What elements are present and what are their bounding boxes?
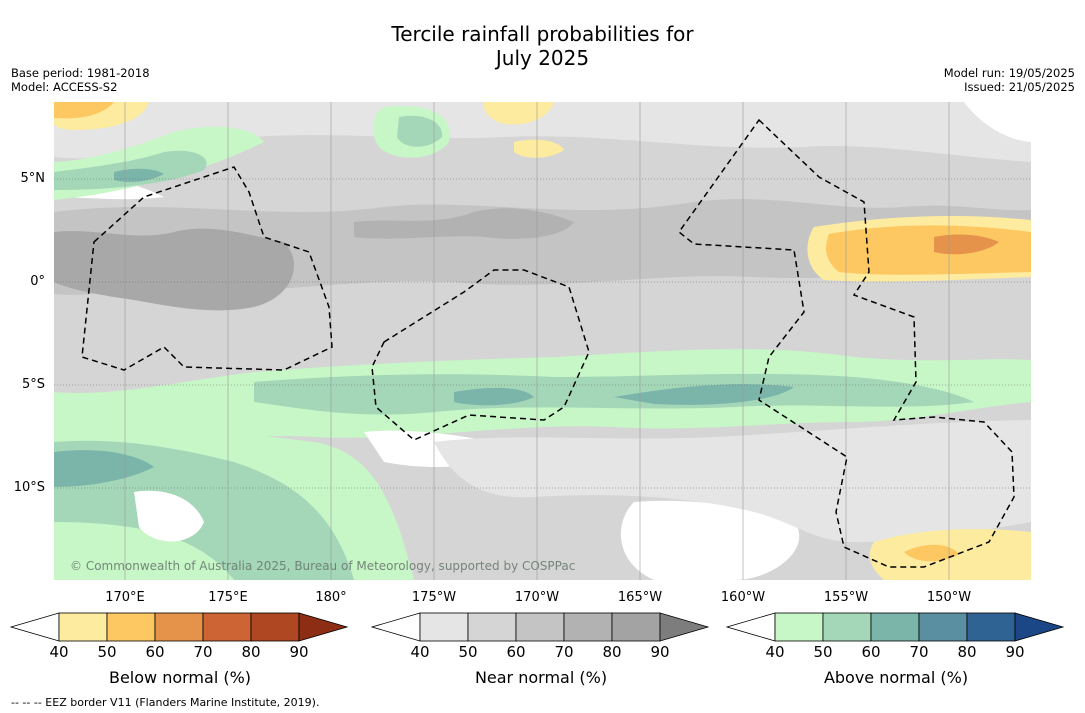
lon-label: 175°W	[411, 590, 457, 605]
colorbar-near-segment	[611, 612, 661, 642]
colorbar-above-segment	[774, 612, 824, 642]
eez-border-east	[677, 118, 1015, 568]
lat-label-0: 0°	[30, 274, 45, 289]
title-line-1: Tercile rainfall probabilities for	[391, 22, 694, 46]
below-normal-50-north	[514, 139, 564, 158]
below-normal-60-nw	[54, 102, 114, 119]
lat-label-5n: 5°N	[20, 171, 46, 186]
above-normal-70-nw	[114, 168, 164, 182]
cb-tick: 50	[813, 643, 833, 661]
white-patch	[620, 500, 800, 580]
run-info: Model run: 19/05/2025 Issued: 21/05/2025	[944, 66, 1075, 94]
colorbar-below-segment	[154, 612, 204, 642]
below-normal-60-se	[904, 544, 959, 562]
cb-tick: 50	[458, 643, 478, 661]
colorbar-near-segment	[419, 612, 469, 642]
cb-tick: 60	[506, 643, 526, 661]
cb-tick: 90	[289, 643, 309, 661]
above-normal-70-patch	[614, 384, 794, 405]
lon-label: 175°E	[208, 590, 248, 605]
colorbar-below-segment	[250, 612, 300, 642]
cb-tick: 40	[410, 643, 430, 661]
issued-date: Issued: 21/05/2025	[964, 80, 1075, 94]
above-normal-label: Above normal (%)	[823, 668, 969, 687]
cb-tick: 80	[241, 643, 261, 661]
colorbar-above-segment	[870, 612, 920, 642]
colorbar-near-segment	[563, 612, 613, 642]
cb-tick: 70	[554, 643, 574, 661]
lon-label: 180°	[315, 590, 347, 605]
cb-tick: 40	[765, 643, 785, 661]
lon-label: 170°E	[105, 590, 145, 605]
white-patch	[134, 490, 204, 542]
lon-label: 150°W	[926, 590, 972, 605]
eez-border-west	[81, 166, 333, 371]
gridlines	[54, 178, 1031, 489]
lat-label-10s: 10°S	[13, 480, 45, 495]
cb-tick: 70	[193, 643, 213, 661]
colorbar-above-arrow-left	[726, 612, 776, 642]
below-normal-label: Below normal (%)	[108, 668, 252, 687]
lat-label-5s: 5°S	[21, 377, 45, 392]
eez-legend-note: -- -- -- EEZ border V11 (Flanders Marine…	[11, 696, 320, 709]
below-normal-70-east	[934, 234, 999, 255]
title-line-2: July 2025	[495, 46, 590, 70]
colorbar-near-segment	[467, 612, 517, 642]
eez-borders	[81, 118, 1015, 568]
below-normal-60-east	[826, 225, 1031, 275]
colorbar-near-segment	[515, 612, 565, 642]
eez-border-central	[371, 269, 590, 441]
near-normal-70-patch	[354, 208, 574, 239]
copyright-notice: © Commonwealth of Australia 2025, Bureau…	[70, 559, 576, 573]
colorbar-above-segment	[918, 612, 968, 642]
lon-label: 160°W	[720, 590, 766, 605]
colorbar-above-normal	[726, 612, 1065, 642]
near-normal-40-north	[54, 102, 1031, 162]
map-title: Tercile rainfall probabilities for July …	[0, 22, 1085, 70]
model-run-date: Model run: 19/05/2025	[943, 66, 1075, 80]
colorbar-below-arrow-right	[298, 612, 349, 642]
base-period: Base period: 1981-2018	[11, 66, 150, 80]
lon-label: 155°W	[823, 590, 869, 605]
colorbar-near-arrow-left	[371, 612, 421, 642]
cb-tick: 50	[97, 643, 117, 661]
cb-tick: 80	[957, 643, 977, 661]
colorbar-near-normal	[371, 612, 710, 642]
colorbar-below-arrow-left	[10, 612, 60, 642]
colorbar-below-segment	[106, 612, 156, 642]
colorbar-above-arrow-right	[1014, 612, 1065, 642]
colorbar-near-arrow-right	[659, 612, 710, 642]
above-normal-60-north	[397, 115, 443, 147]
colorbar-above-segment	[966, 612, 1016, 642]
cb-tick: 60	[145, 643, 165, 661]
near-normal-south	[434, 420, 1031, 542]
near-normal-label: Near normal (%)	[474, 668, 608, 687]
cb-tick: 70	[909, 643, 929, 661]
below-normal-50-north	[483, 102, 554, 125]
colorbar-below-normal	[10, 612, 349, 642]
cb-tick: 60	[861, 643, 881, 661]
cb-tick: 40	[49, 643, 69, 661]
cb-tick: 90	[650, 643, 670, 661]
cb-tick: 80	[602, 643, 622, 661]
near-normal-60-band	[54, 199, 1031, 295]
colorbar-below-segment	[202, 612, 252, 642]
meridians	[124, 102, 950, 580]
model-name: Model: ACCESS-S2	[11, 80, 118, 94]
cb-tick: 90	[1005, 643, 1025, 661]
model-info: Base period: 1981-2018 Model: ACCESS-S2	[11, 66, 150, 94]
white-patch	[964, 102, 1031, 142]
colorbar-above-segment	[822, 612, 872, 642]
lon-label: 170°W	[514, 590, 560, 605]
above-normal-70-patch	[454, 387, 534, 406]
probability-map	[54, 102, 1031, 580]
colorbar-below-segment	[58, 612, 108, 642]
lon-label: 165°W	[617, 590, 663, 605]
near-normal-70-patch	[54, 228, 294, 311]
above-normal-70-southwest	[54, 450, 154, 487]
